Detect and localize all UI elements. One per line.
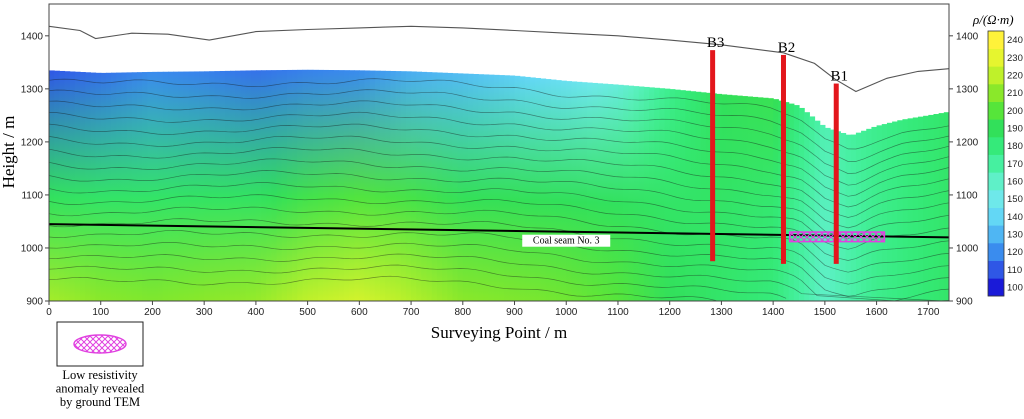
colorbar-swatch <box>988 260 1004 279</box>
x-tick-label: 1100 <box>607 307 629 318</box>
contour-lines <box>49 78 949 301</box>
colorbar-swatch <box>988 119 1004 138</box>
borehole-b1: B1 <box>830 69 848 264</box>
y-axis-left: 900 1000 1100 1200 1300 1400 <box>21 31 49 308</box>
ground-surface-line <box>48 25 950 93</box>
x-tick-label: 200 <box>144 307 161 318</box>
x-axis-title: Surveying Point / m <box>431 323 567 342</box>
y-tick-label: 1100 <box>21 190 43 201</box>
x-tick-label: 600 <box>351 307 368 318</box>
x-tick-label: 1000 <box>555 307 578 318</box>
colorbar-tick-label: 210 <box>1007 88 1023 99</box>
y-tick-label-right: 1400 <box>956 31 979 42</box>
coal-seam-label: Coal seam No. 3 <box>533 236 600 247</box>
colorbar-tick-label: 140 <box>1007 212 1023 223</box>
legend-label: Low resistivity anomaly revealed by ground… <box>56 368 145 409</box>
colorbar-tick-label: 200 <box>1007 106 1023 117</box>
y-tick-label-right: 1300 <box>956 84 979 95</box>
boreholes: B3 B2 B1 <box>707 35 848 264</box>
colorbar-tick-label: 160 <box>1007 176 1023 187</box>
colorbar-tick-label: 180 <box>1007 141 1023 152</box>
y-tick-label-right: 1100 <box>956 190 978 201</box>
colorbar-tick-label: 190 <box>1007 123 1023 134</box>
x-tick-label: 500 <box>299 307 316 318</box>
x-tick-label: 1600 <box>865 307 888 318</box>
colorbar-swatch <box>988 190 1004 208</box>
x-tick-label: 1200 <box>659 307 682 318</box>
colorbar-swatch <box>988 84 1004 102</box>
x-tick-label: 700 <box>403 307 420 318</box>
colorbar-swatch <box>988 48 1004 67</box>
colorbar-swatch <box>988 137 1004 155</box>
colorbar-tick-label: 220 <box>1007 70 1023 81</box>
y-tick-label-right: 1000 <box>956 243 979 254</box>
y-tick-label: 1000 <box>21 243 44 254</box>
x-tick-label: 1700 <box>917 307 940 318</box>
colorbar-swatch <box>988 278 1004 297</box>
colorbar-swatch <box>988 243 1004 261</box>
colorbar-tick-label: 120 <box>1007 247 1023 258</box>
colorbar-swatch <box>988 66 1004 85</box>
colorbar-tick-label: 170 <box>1007 159 1023 170</box>
borehole-label: B2 <box>778 40 796 56</box>
y-tick-label-right: 1200 <box>956 137 979 148</box>
legend-hatched-ellipse <box>73 334 127 354</box>
borehole-label: B3 <box>707 35 725 51</box>
resistivity-field <box>49 69 949 301</box>
colorbar-swatch <box>988 225 1004 244</box>
colorbar-swatch <box>988 207 1004 226</box>
colorbar-tick-label: 240 <box>1007 35 1023 46</box>
x-tick-label: 900 <box>506 307 523 318</box>
x-tick-label: 0 <box>46 307 52 318</box>
colorbar-tick-label: 150 <box>1007 194 1023 205</box>
x-tick-label: 800 <box>454 307 471 318</box>
colorbar-tick-label: 110 <box>1007 265 1022 276</box>
colorbar-tick-label: 130 <box>1007 229 1023 240</box>
y-axis-right: 900 1000 1100 1200 1300 1400 <box>949 31 979 308</box>
y-tick-label: 1400 <box>21 31 44 42</box>
colorbar-tick-label: 230 <box>1007 53 1023 64</box>
colorbar: 100 110 120 130 140 150 160 170 180 190 200 210 220 2… <box>987 30 1023 297</box>
y-tick-label: 1200 <box>21 137 44 148</box>
x-tick-label: 1300 <box>710 307 733 318</box>
x-tick-label: 400 <box>248 307 265 318</box>
x-tick-label: 300 <box>196 307 213 318</box>
coal-seam-label-bg <box>522 234 611 247</box>
borehole-bar <box>780 54 786 264</box>
borehole-bar <box>710 50 716 262</box>
colorbar-title: ρ/(Ω·m) <box>972 12 1014 27</box>
borehole-bar <box>833 83 839 264</box>
x-tick-label: 100 <box>92 307 109 318</box>
legend: Low resistivity anomaly revealed by ground… <box>56 321 145 409</box>
x-axis: 0 100 200 300 400 500 600 700 800 900 1000 1100 1200… <box>46 301 940 318</box>
x-tick-label: 1500 <box>814 307 837 318</box>
y-tick-label: 1300 <box>21 84 44 95</box>
borehole-label: B1 <box>830 69 848 85</box>
borehole-b2: B2 <box>778 40 796 264</box>
colorbar-tick-label: 100 <box>1007 282 1023 293</box>
colorbar-swatch <box>988 172 1004 191</box>
x-tick-label: 1400 <box>762 307 785 318</box>
colorbar-swatch <box>988 154 1004 173</box>
y-axis-title: Height / m <box>0 116 18 189</box>
borehole-b3: B3 <box>707 35 725 262</box>
y-tick-label-right: 900 <box>956 297 973 308</box>
y-tick-label: 900 <box>26 297 43 308</box>
colorbar-swatch <box>988 31 1004 49</box>
colorbar-swatch <box>988 101 1004 120</box>
